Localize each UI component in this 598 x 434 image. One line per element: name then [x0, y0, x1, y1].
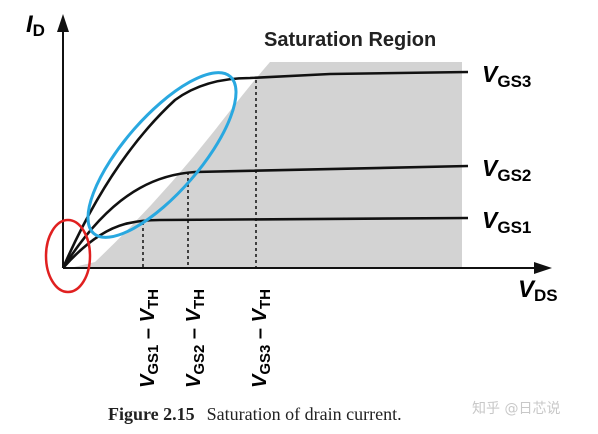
tick-label-vgs1-minus-vth: VGS1 – VTH [137, 289, 162, 388]
linear-region-highlight-ellipse [86, 71, 238, 239]
saturation-region-fill [70, 62, 462, 268]
watermark: 知乎 @日芯说 [472, 401, 561, 417]
tick-label-vgs2-minus-vth: VGS2 – VTH [183, 289, 208, 388]
tick-label-vgs3-minus-vth: VGS3 – VTH [249, 289, 274, 388]
curve-vgs2 [61, 164, 469, 269]
x-axis-label: VDS [518, 276, 558, 305]
origin-highlight-ellipse [44, 218, 92, 294]
y-axis-label: ID [26, 11, 45, 40]
figure-caption-text: Saturation of drain current. [206, 404, 402, 424]
y-axis-arrow-icon [57, 14, 69, 32]
x-axis-arrow-icon [534, 262, 552, 274]
curve-label-vgs1: VGS1 [482, 207, 531, 237]
curve-vgs1 [62, 216, 469, 269]
figure-number: Figure 2.15 [108, 404, 195, 424]
curve-label-vgs3: VGS3 [482, 61, 531, 91]
figure-caption: Figure 2.15 Saturation of drain current. [108, 404, 402, 425]
curve-label-vgs2: VGS2 [482, 155, 531, 185]
saturation-region-label: Saturation Region [264, 29, 436, 51]
